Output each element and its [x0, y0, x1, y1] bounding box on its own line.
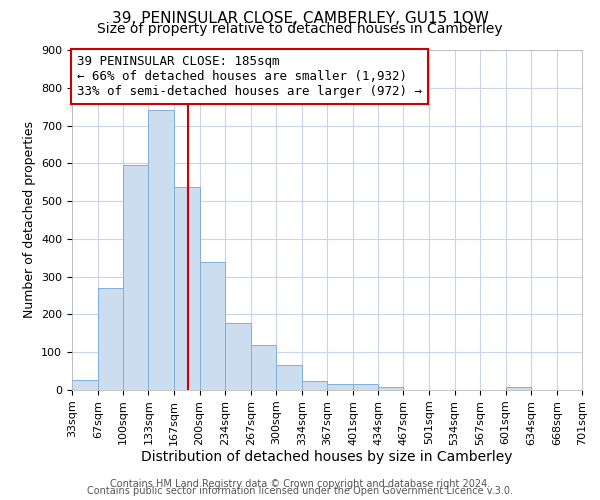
Y-axis label: Number of detached properties: Number of detached properties: [23, 122, 35, 318]
Text: 39, PENINSULAR CLOSE, CAMBERLEY, GU15 1QW: 39, PENINSULAR CLOSE, CAMBERLEY, GU15 1Q…: [112, 11, 488, 26]
X-axis label: Distribution of detached houses by size in Camberley: Distribution of detached houses by size …: [141, 450, 513, 464]
Bar: [226, 323, 251, 390]
Bar: [98, 288, 123, 390]
Bar: [353, 384, 378, 390]
Bar: [199, 262, 226, 390]
Bar: [148, 110, 175, 390]
Text: Contains HM Land Registry data © Crown copyright and database right 2024.: Contains HM Land Registry data © Crown c…: [110, 479, 490, 489]
Text: 39 PENINSULAR CLOSE: 185sqm
← 66% of detached houses are smaller (1,932)
33% of : 39 PENINSULAR CLOSE: 185sqm ← 66% of det…: [77, 55, 422, 98]
Bar: [302, 380, 327, 390]
Bar: [123, 165, 148, 390]
Bar: [506, 387, 531, 390]
Bar: [378, 387, 403, 390]
Text: Contains public sector information licensed under the Open Government Licence v.: Contains public sector information licen…: [87, 486, 513, 496]
Bar: [327, 384, 353, 390]
Text: Size of property relative to detached houses in Camberley: Size of property relative to detached ho…: [97, 22, 503, 36]
Bar: [251, 344, 276, 390]
Bar: [276, 364, 302, 390]
Bar: [175, 187, 200, 390]
Bar: [72, 380, 98, 390]
